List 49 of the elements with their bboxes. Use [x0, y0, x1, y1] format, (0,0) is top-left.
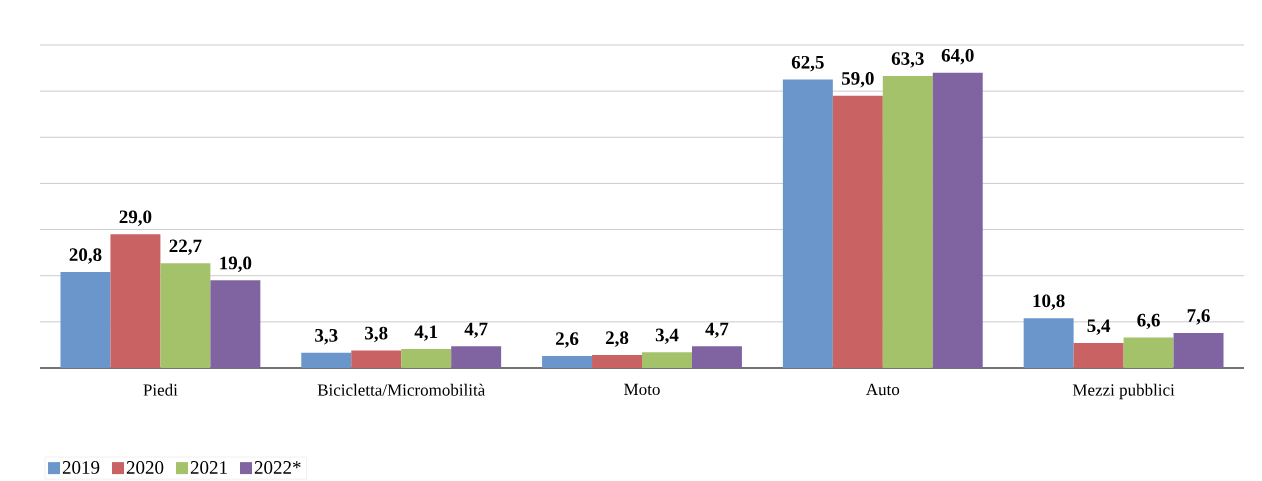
bar: [351, 350, 402, 368]
data-label: 7,6: [1187, 309, 1210, 325]
bar: [932, 72, 983, 368]
data-label: 20,8: [69, 248, 102, 264]
data-label: 2,6: [555, 332, 579, 348]
data-label: 19,0: [220, 256, 252, 273]
bar: [401, 349, 452, 368]
x-tick-label: Mezzi pubblici: [1072, 383, 1175, 400]
data-label: 63,3: [891, 52, 924, 68]
bar: [882, 75, 933, 368]
x-tick-label: Piedi: [143, 383, 178, 396]
x-tick-label: Moto: [624, 383, 660, 396]
data-label: 4,7: [464, 322, 488, 339]
data-label: 64,0: [941, 48, 974, 65]
bar: [1123, 337, 1174, 368]
legend-label: 2021: [190, 461, 227, 474]
legend-label: 2022*: [254, 461, 301, 474]
bar: [210, 280, 261, 368]
bar: [160, 263, 211, 368]
legend-label: 2020: [126, 461, 164, 474]
data-label: 22,7: [169, 239, 202, 256]
legend-label: 2019: [62, 461, 100, 474]
data-label: 2,8: [605, 331, 629, 347]
bar: [542, 355, 593, 368]
bar: [832, 95, 883, 368]
bar: [60, 272, 111, 368]
x-tick-label: Auto: [865, 383, 900, 396]
data-label: 3,4: [655, 328, 679, 345]
data-label: 3,8: [365, 326, 388, 343]
data-label: 6,6: [1137, 313, 1160, 330]
data-label: 62,5: [791, 55, 824, 72]
bar: [592, 355, 643, 368]
data-label: 59,0: [841, 71, 874, 88]
x-tick-label: Bicicletta/Micromobilità: [317, 383, 486, 396]
bar: [301, 352, 352, 368]
bar: [691, 346, 742, 368]
bar: [782, 79, 833, 368]
bar: [110, 234, 161, 368]
data-label: 5,4: [1087, 319, 1111, 335]
bar: [1173, 332, 1224, 368]
bar: [1023, 318, 1074, 368]
data-label: 3,3: [315, 329, 338, 345]
bar: [451, 346, 502, 368]
bar: [642, 352, 692, 368]
data-label: 29,0: [119, 210, 152, 226]
data-label: 4,7: [705, 322, 729, 339]
data-label: 4,1: [414, 325, 438, 341]
data-label: 10,8: [1033, 294, 1065, 310]
bar: [1073, 343, 1124, 368]
